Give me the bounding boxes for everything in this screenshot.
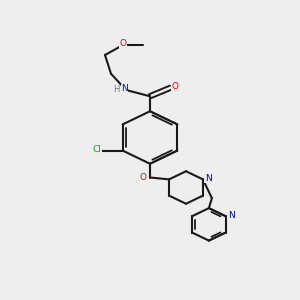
- Text: N: N: [121, 84, 128, 93]
- Text: N: N: [205, 174, 212, 183]
- Text: H: H: [113, 85, 120, 94]
- Text: O: O: [140, 173, 147, 182]
- Text: N: N: [228, 211, 235, 220]
- Text: O: O: [119, 39, 127, 48]
- Text: Cl: Cl: [92, 146, 101, 154]
- Text: O: O: [171, 82, 178, 91]
